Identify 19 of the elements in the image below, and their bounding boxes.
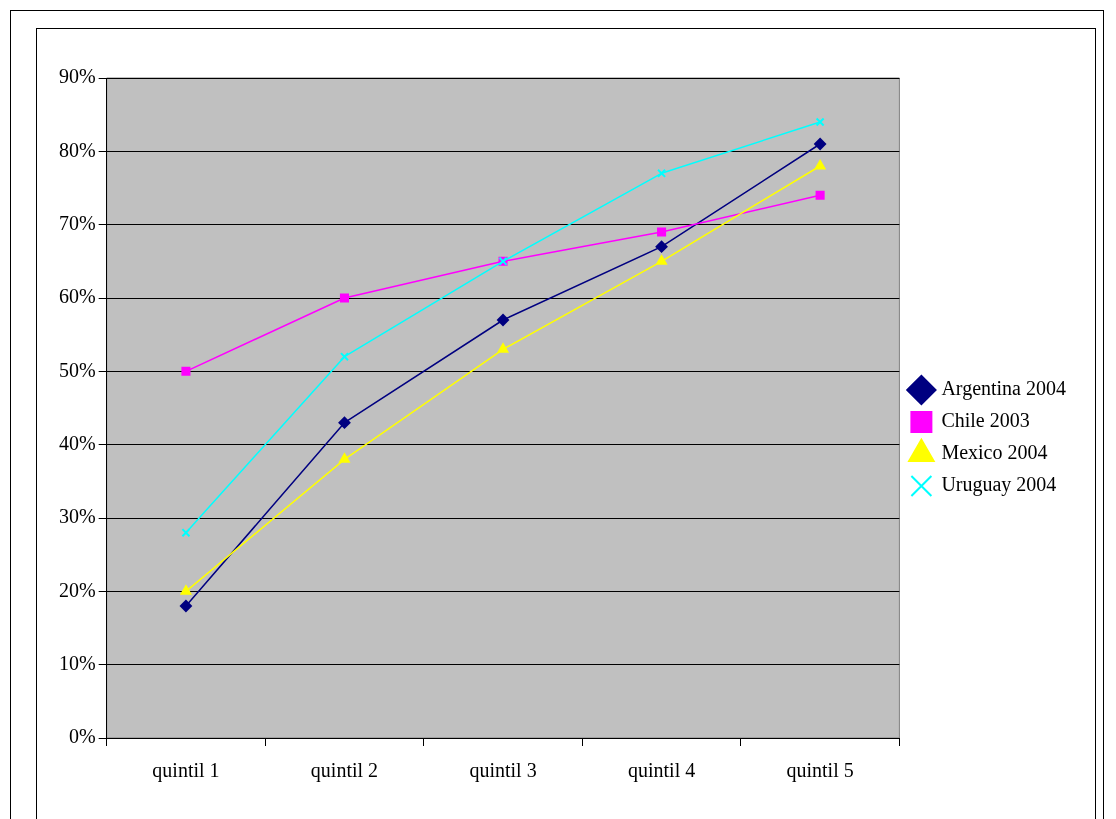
y-tick-label: 10% <box>58 651 96 674</box>
legend-label: Argentina 2004 <box>941 377 1066 401</box>
legend-label: Mexico 2004 <box>941 441 1048 464</box>
x-tick-label: quintil 1 <box>152 759 220 783</box>
y-tick-label: 60% <box>58 285 96 308</box>
y-tick-label: 90% <box>58 65 96 88</box>
y-tick-label: 70% <box>58 211 96 234</box>
x-tick-label: quintil 3 <box>469 759 537 783</box>
y-tick-label: 30% <box>58 505 96 528</box>
legend-label: Chile 2003 <box>941 409 1030 432</box>
y-tick-label: 0% <box>68 725 96 748</box>
y-tick-label: 50% <box>58 358 96 381</box>
y-tick-label: 40% <box>58 431 96 454</box>
x-tick-label: quintil 2 <box>310 759 379 783</box>
legend-label: Uruguay 2004 <box>941 473 1057 497</box>
x-tick-label: quintil 5 <box>786 759 854 783</box>
y-tick-label: 20% <box>58 578 96 601</box>
x-tick-label: quintil 4 <box>627 759 696 783</box>
y-tick-label: 80% <box>58 138 96 161</box>
